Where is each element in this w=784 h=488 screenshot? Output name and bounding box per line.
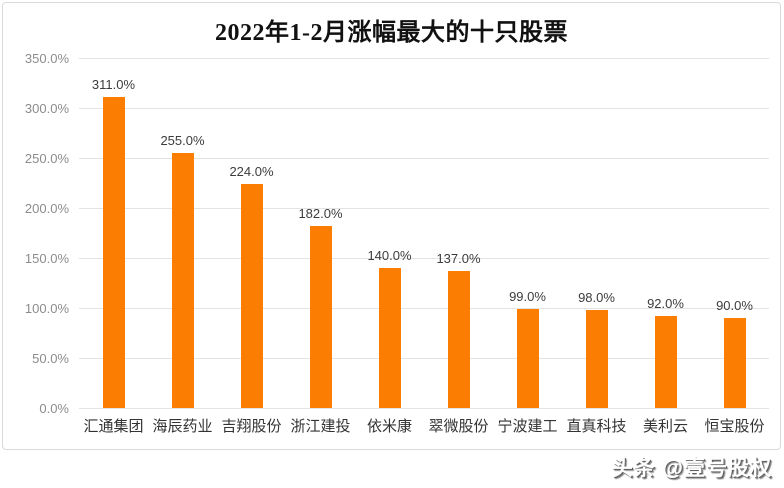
y-tick-label: 100.0% xyxy=(24,301,69,316)
bar-column: 140.0% xyxy=(355,58,424,408)
bar-column: 311.0% xyxy=(79,58,148,408)
bar-column: 92.0% xyxy=(631,58,700,408)
category-label: 浙江建投 xyxy=(290,418,351,435)
category-label: 恒宝股份 xyxy=(704,418,765,435)
y-tick-label: 150.0% xyxy=(24,251,69,266)
gridline xyxy=(79,208,769,209)
bar xyxy=(723,318,746,408)
bar xyxy=(378,268,401,408)
bar-value-label: 224.0% xyxy=(229,164,274,179)
bar xyxy=(309,226,332,408)
bar-column: 137.0% xyxy=(424,58,493,408)
category-label: 美利云 xyxy=(642,418,688,435)
gridline xyxy=(79,408,769,409)
bar-column: 98.0% xyxy=(562,58,631,408)
bar xyxy=(102,97,125,408)
bar-column: 99.0% xyxy=(493,58,562,408)
category-label: 吉翔股份 xyxy=(221,418,282,435)
gridline xyxy=(79,258,769,259)
bar-column: 182.0% xyxy=(286,58,355,408)
bar-value-label: 98.0% xyxy=(578,290,615,305)
bar xyxy=(654,316,677,408)
bar-value-label: 140.0% xyxy=(367,248,412,263)
gridline xyxy=(79,158,769,159)
bar xyxy=(240,184,263,408)
bar-value-label: 99.0% xyxy=(509,289,546,304)
category-label: 翠微股份 xyxy=(428,418,489,435)
bar xyxy=(516,309,539,408)
x-axis-category-labels: 汇通集团 海辰药业 吉翔股份 浙江建投 依米康 翠微股份 宁波建工 直真科技 美利云 恒宝股份 xyxy=(79,415,769,436)
y-tick-label: 50.0% xyxy=(32,351,69,366)
bar-column: 255.0% xyxy=(148,58,217,408)
gridline xyxy=(79,108,769,109)
bar xyxy=(585,310,608,408)
gridline xyxy=(79,58,769,59)
category-label: 宁波建工 xyxy=(497,418,558,435)
bar-value-label: 90.0% xyxy=(716,298,753,313)
y-tick-label: 300.0% xyxy=(24,101,69,116)
chart-title: 2022年1-2月涨幅最大的十只股票 xyxy=(215,20,568,46)
category-label: 海辰药业 xyxy=(152,418,213,435)
category-label: 依米康 xyxy=(366,418,412,435)
category-label: 汇通集团 xyxy=(83,418,144,435)
gridline xyxy=(79,308,769,309)
y-tick-label: 200.0% xyxy=(24,201,69,216)
bar-column: 224.0% xyxy=(217,58,286,408)
bar-series: 311.0% 255.0% 224.0% 182.0% 140.0% 137.0% 99.0… xyxy=(79,58,769,408)
y-tick-label: 0.0% xyxy=(39,401,69,416)
category-label: 直真科技 xyxy=(566,418,627,435)
y-axis-tick-labels: 0.0% 50.0% 100.0% 150.0% 200.0% 250.0% 300.0% 3… xyxy=(3,3,69,449)
y-tick-label: 250.0% xyxy=(24,151,69,166)
bar-column: 90.0% xyxy=(700,58,769,408)
y-tick-label: 350.0% xyxy=(24,51,69,66)
chart-card: 2022年1-2月涨幅最大的十只股票 0.0% 50.0% 100.0% 150.0%… xyxy=(2,2,781,450)
bar xyxy=(447,271,470,408)
bar-value-label: 182.0% xyxy=(298,206,343,221)
bar-value-label: 92.0% xyxy=(647,296,684,311)
plot-area: 311.0% 255.0% 224.0% 182.0% 140.0% 137.0% 99.0… xyxy=(79,58,769,409)
watermark: 头条 @壹号股权 xyxy=(611,457,772,480)
bar xyxy=(171,153,194,408)
gridline xyxy=(79,358,769,359)
bar-value-label: 255.0% xyxy=(160,133,205,148)
bar-value-label: 137.0% xyxy=(436,251,481,266)
bar-value-label: 311.0% xyxy=(91,77,136,92)
